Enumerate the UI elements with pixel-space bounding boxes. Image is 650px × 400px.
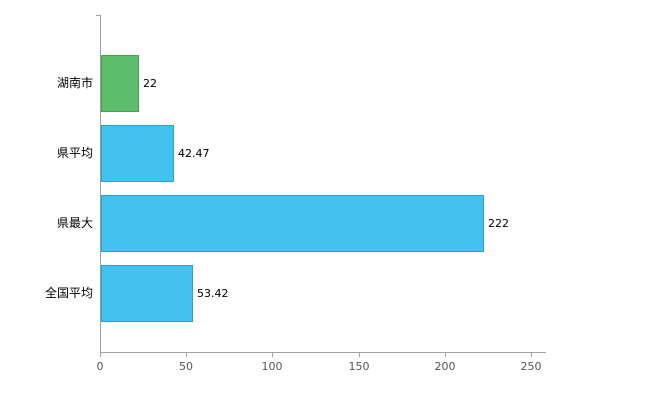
x-tick-label: 250: [520, 360, 542, 373]
x-tick-label: 0: [96, 360, 104, 373]
category-label: 湖南市: [56, 76, 93, 90]
x-tick-label: 200: [434, 360, 456, 373]
category-label: 県最大: [56, 216, 93, 230]
bar-1: [101, 125, 174, 182]
x-tick-label: 50: [179, 360, 193, 373]
x-tick-mark: [186, 353, 187, 357]
category-label: 県平均: [56, 146, 93, 160]
x-tick-mark: [531, 353, 532, 357]
bar-0: [101, 55, 139, 112]
x-tick-mark: [359, 353, 360, 357]
category-label: 全国平均: [44, 286, 93, 300]
x-tick-label: 100: [261, 360, 283, 373]
x-tick-mark: [445, 353, 446, 357]
x-tick-mark: [100, 353, 101, 357]
x-tick-label: 150: [348, 360, 370, 373]
value-label: 42.47: [178, 147, 210, 160]
x-axis-line: [100, 352, 546, 353]
y-axis-line: [100, 15, 101, 353]
bar-2: [101, 195, 484, 252]
value-label: 22: [143, 77, 157, 90]
y-axis-end-tick: [96, 15, 100, 16]
x-tick-mark: [272, 353, 273, 357]
value-label: 222: [488, 217, 509, 230]
value-label: 53.42: [197, 287, 229, 300]
bar-3: [101, 265, 193, 322]
